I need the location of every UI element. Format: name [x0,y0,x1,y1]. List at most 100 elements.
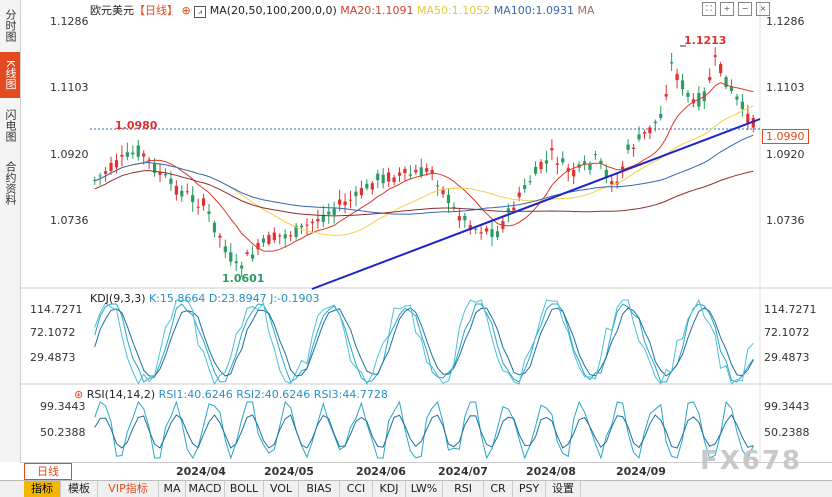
rsi1-value: RSI1:40.6246 [158,388,233,401]
candle-body [474,228,478,230]
nav-flash[interactable]: 闪电图 [4,108,17,142]
kdj-tick-2: 29.4873 [30,351,76,364]
candle-body [218,235,222,238]
candle-body [229,252,233,262]
tab-indicator[interactable]: 指标 [24,481,61,497]
tab-bias[interactable]: BIAS [299,481,340,497]
candle-body [517,192,521,197]
y-tick-right-2: 1.0920 [766,148,805,161]
candle-body [261,238,266,243]
candle-body [729,86,734,91]
candle-body [457,216,461,221]
candle-body [343,201,347,206]
tab-vip-indicator[interactable]: VIP指标 [98,481,159,497]
y-tick-0: 1.1286 [50,15,89,28]
rsi3-value: RSI3:44.7728 [313,388,388,401]
tab-boll[interactable]: BOLL [225,481,264,497]
candle-body [131,152,135,155]
candle-body [550,148,554,151]
candle-body [441,188,445,195]
ma-label: MA(20,50,100,200,0,0) [209,4,337,17]
tab-cci[interactable]: CCI [340,481,373,497]
candle-body [631,147,636,149]
tab-template[interactable]: 模板 [61,481,98,497]
kdj-d: D:23.8947 [208,292,267,305]
candle-body [359,188,364,196]
candle-body [604,169,608,177]
zoom-in-icon[interactable]: + [720,2,734,16]
tab-vol[interactable]: VOL [264,481,299,497]
tab-macd[interactable]: MACD [186,481,225,497]
candle-body [533,166,538,174]
nav-timeshare[interactable]: 分时图 [4,8,17,42]
kdj-j: J:-0.1903 [270,292,320,305]
settings-icon[interactable]: ⊕ [181,4,191,17]
candle-body [114,160,119,168]
candle-body [283,234,287,239]
candle-body [724,77,728,87]
nav-contract-info[interactable]: 合约资料 [4,161,17,205]
tab-rsi[interactable]: RSI [443,481,484,497]
candle-body [185,191,189,193]
ma-extra: MA [577,4,595,17]
zoom-out-icon[interactable]: − [738,2,752,16]
y-tick-2: 1.0920 [50,148,89,161]
candle-body [163,174,168,176]
candle-body [746,113,750,123]
tab-kdj[interactable]: KDJ [373,481,406,497]
candle-body [256,243,260,250]
candle-body [555,163,559,165]
candle-body [680,80,685,90]
candle-body [321,214,325,222]
candle-body [272,232,276,241]
candle-body [212,222,217,233]
ma50-line [94,105,754,236]
date-label-5: 2024/09 [616,465,666,478]
candle-body [479,232,483,234]
fullscreen-icon[interactable]: ⛶ [702,2,716,16]
kdj-d-line [94,307,754,377]
candle-body [147,159,151,161]
chart-canvas[interactable] [20,0,832,462]
kdj-tick-1: 72.1072 [30,326,76,339]
candle-body [713,55,717,57]
tab-settings[interactable]: 设置 [546,481,581,497]
candle-body [98,175,102,177]
high-label: 1.1213 [684,34,727,47]
kdj-tick-right-0: 114.7271 [764,303,817,316]
candle-body [234,261,238,264]
close-icon[interactable]: × [756,2,770,16]
candle-body [136,145,140,157]
candle-body [436,185,440,187]
ref-level-label: 1.0980 [115,119,158,132]
candle-body [381,174,385,184]
candle-body [572,170,576,177]
period-button[interactable]: 日线 [24,463,72,480]
candle-body [104,171,108,174]
candle-body [740,101,744,110]
candle-body [327,211,331,215]
candle-body [463,215,467,221]
candle-body [430,169,434,174]
candle-body [452,206,456,208]
candle-body [719,64,723,74]
candle-body [278,235,282,237]
left-nav: 分时图 K线图 闪电图 合约资料 [0,0,21,462]
candle-body [305,224,309,226]
ma200-line [94,169,754,217]
y-tick-right-0: 1.1286 [766,15,805,28]
tab-ma[interactable]: MA [159,481,186,497]
rsi-settings-icon[interactable]: ⊛ [74,388,84,401]
candle-body [120,154,124,157]
nav-kline[interactable]: K线图 [0,52,20,98]
tab-psy[interactable]: PSY [513,481,546,497]
candle-body [697,93,701,107]
rsi-tick-right-0: 99.3443 [764,400,810,413]
ma20-line [94,82,754,252]
date-axis: 2024/04 2024/05 2024/06 2024/07 2024/08 … [20,462,832,481]
tab-cr[interactable]: CR [484,481,513,497]
candle-body [664,94,668,97]
candle-body [348,199,353,201]
tab-lw[interactable]: LW% [406,481,443,497]
trendline [311,118,761,290]
